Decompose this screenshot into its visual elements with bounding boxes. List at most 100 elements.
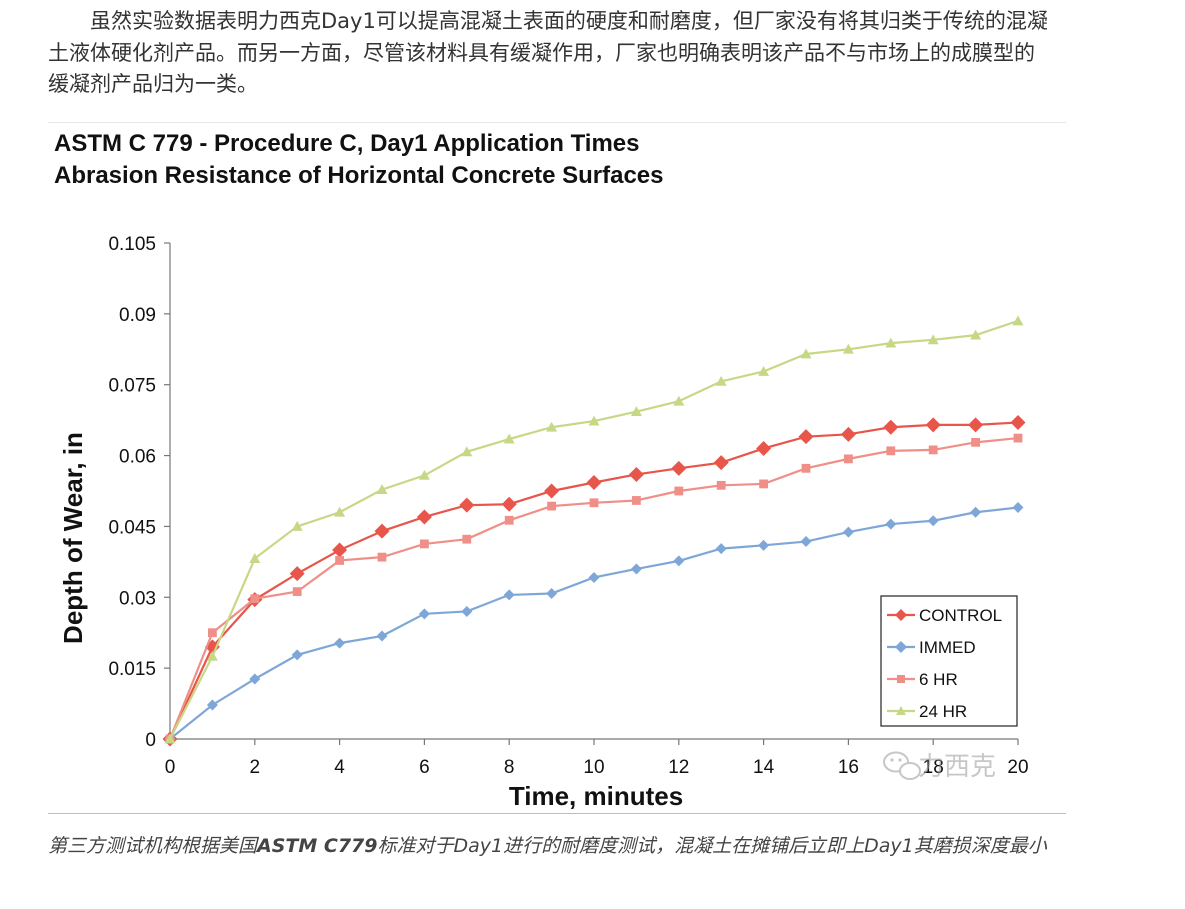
data-point-6-hr — [250, 594, 260, 604]
data-point-6-hr — [420, 539, 429, 549]
legend-swatch-marker — [896, 706, 906, 715]
y-tick-label: 0.105 — [108, 234, 156, 255]
data-point-control — [416, 509, 432, 525]
data-point-24-hr — [461, 446, 473, 457]
legend-label-6-hr: 6 HR — [919, 670, 958, 689]
data-point-immed — [206, 699, 218, 711]
data-point-6-hr — [462, 534, 472, 544]
data-point-24-hr — [249, 553, 261, 563]
caption-standard: ASTM C779 — [257, 835, 378, 857]
data-point-immed — [376, 630, 388, 642]
x-tick-label: 20 — [1007, 757, 1028, 778]
data-point-control — [1010, 415, 1026, 431]
y-tick-label: 0.09 — [119, 305, 156, 326]
data-point-24-hr — [418, 469, 430, 480]
data-point-immed — [927, 515, 939, 527]
abrasion-chart: ASTM C 779 - Procedure C, Day1 Applicati… — [54, 130, 1029, 811]
y-axis-label: Depth of Wear, in — [58, 432, 88, 644]
legend-swatch-marker — [897, 675, 905, 683]
data-point-control — [968, 417, 984, 433]
data-point-6-hr — [547, 501, 556, 511]
data-point-control — [671, 460, 687, 476]
data-point-control — [544, 483, 560, 499]
data-point-control — [459, 497, 475, 513]
y-tick-label: 0.045 — [108, 517, 156, 538]
data-point-6-hr — [886, 446, 896, 456]
data-point-control — [713, 455, 729, 471]
data-point-6-hr — [971, 437, 980, 447]
watermark-text: 力西克 — [918, 752, 996, 782]
data-point-control — [586, 474, 602, 490]
legend-swatch-marker — [895, 641, 907, 653]
data-point-24-hr — [1012, 315, 1024, 326]
data-point-24-hr — [503, 433, 515, 444]
x-axis-label: Time, minutes — [509, 781, 683, 811]
data-point-control — [883, 419, 899, 435]
data-point-immed — [842, 526, 854, 538]
data-point-24-hr — [758, 365, 770, 376]
data-point-immed — [546, 588, 558, 600]
data-point-immed — [673, 555, 685, 567]
data-point-6-hr — [504, 515, 514, 525]
x-tick-label: 10 — [583, 757, 604, 778]
data-point-6-hr — [632, 496, 641, 505]
data-point-control — [289, 566, 305, 582]
data-point-control — [925, 417, 941, 433]
intro-text-block: 虽然实验数据表明力西克Day1可以提高混凝土表面的硬度和耐磨度，但厂家没有将其归… — [48, 6, 1048, 101]
series-6-hr — [165, 433, 1023, 744]
figure-caption: 第三方测试机构根据美国ASTM C779标准对于Day1进行的耐磨度测试，混凝土… — [48, 832, 1058, 860]
data-point-6-hr — [1013, 433, 1023, 443]
data-point-24-hr — [842, 343, 854, 354]
x-tick-label: 2 — [250, 757, 261, 778]
chart-title: ASTM C 779 - Procedure C, Day1 Applicati… — [54, 130, 640, 157]
data-point-6-hr — [801, 463, 811, 473]
data-point-6-hr — [208, 628, 217, 638]
x-tick-label: 4 — [334, 757, 345, 778]
data-point-control — [756, 440, 772, 456]
x-tick-label: 12 — [668, 757, 689, 778]
wechat-icon — [883, 751, 921, 780]
x-tick-label: 14 — [753, 757, 775, 778]
caption-text-start: 第三方测试机构根据美国 — [48, 835, 258, 857]
data-point-24-hr — [376, 484, 388, 494]
legend-label-24-hr: 24 HR — [919, 702, 967, 721]
data-point-immed — [334, 637, 346, 649]
chart-legend: CONTROL IMMED 6 HR 24 HR — [880, 595, 1018, 727]
data-point-control — [332, 542, 348, 558]
x-tick-label: 0 — [165, 757, 176, 778]
intro-paragraph: 虽然实验数据表明力西克Day1可以提高混凝土表面的硬度和耐磨度，但厂家没有将其归… — [48, 9, 1048, 96]
data-point-immed — [885, 518, 897, 530]
data-point-immed — [1012, 502, 1024, 514]
data-point-6-hr — [928, 445, 938, 455]
data-point-24-hr — [673, 395, 685, 406]
y-tick-label: 0.03 — [119, 588, 156, 609]
data-point-immed — [588, 571, 600, 583]
data-point-24-hr — [334, 506, 346, 517]
data-point-immed — [461, 605, 473, 617]
data-point-24-hr — [970, 329, 982, 340]
data-point-24-hr — [291, 520, 303, 531]
x-tick-label: 18 — [923, 757, 944, 778]
chart-axes: 0 0.015 0.03 0.045 0.06 0.075 0.09 0.105 0 2 4 6 8 10… — [108, 234, 1028, 778]
legend-swatch-marker — [895, 609, 907, 621]
y-tick-label: 0 — [145, 730, 156, 751]
data-point-control — [628, 466, 644, 482]
data-point-24-hr — [715, 375, 727, 386]
data-point-immed — [970, 506, 982, 518]
data-point-24-hr — [800, 348, 812, 359]
y-tick-label: 0.075 — [108, 376, 156, 397]
x-tick-label: 16 — [838, 757, 859, 778]
data-point-6-hr — [844, 454, 853, 464]
data-point-6-hr — [674, 486, 684, 496]
data-point-control — [501, 496, 517, 512]
data-point-control — [374, 523, 390, 539]
data-point-control — [840, 426, 856, 442]
chart-series — [162, 315, 1026, 747]
series-24-hr — [164, 315, 1024, 744]
data-point-control — [798, 429, 814, 445]
data-point-24-hr — [164, 733, 176, 744]
series-immed — [164, 502, 1024, 745]
data-point-6-hr — [292, 587, 302, 597]
data-point-immed — [715, 543, 727, 555]
legend-label-immed: IMMED — [919, 638, 976, 657]
